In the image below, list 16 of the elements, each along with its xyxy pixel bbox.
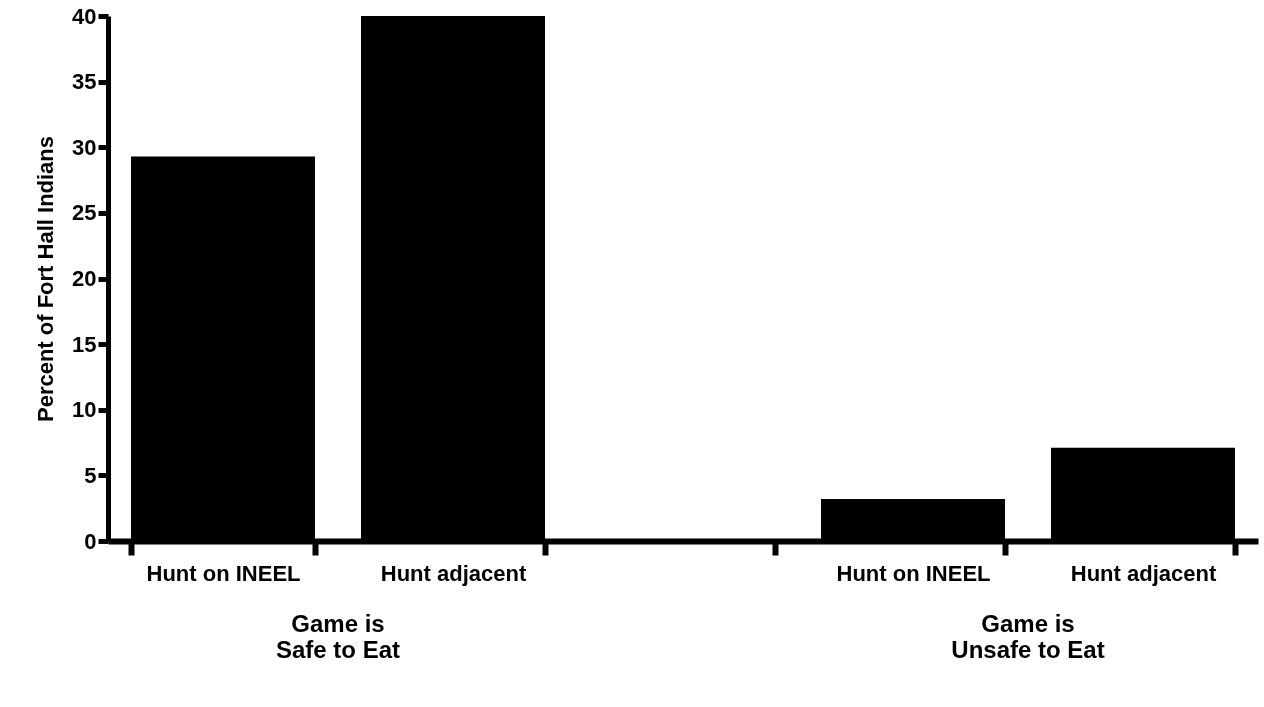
x-tick-label: Hunt on INEEL — [836, 560, 991, 586]
x-tick-label: Hunt on INEEL — [146, 560, 301, 586]
text: Game is Safe to Eat — [275, 610, 401, 663]
y-tick-label: 20 — [72, 266, 97, 291]
y-tick-label: 35 — [72, 69, 97, 95]
y-tick-label: 10 — [72, 397, 97, 423]
y-tick-label: 0 — [84, 528, 97, 554]
x-tick-label: Hunt adjacent — [1070, 560, 1217, 586]
x-tick-label: Hunt adjacent — [380, 560, 527, 586]
y-tick-label: 25 — [72, 200, 97, 226]
y-tick-label: 30 — [72, 134, 97, 160]
y-tick-label: 40 — [72, 3, 97, 29]
y-tick-label: 15 — [72, 331, 97, 357]
text: Game is Unsafe to Eat — [951, 610, 1105, 663]
y-axis-title: Percent of Fort Hall Indians — [33, 135, 59, 423]
y-tick-label: 5 — [84, 462, 97, 488]
